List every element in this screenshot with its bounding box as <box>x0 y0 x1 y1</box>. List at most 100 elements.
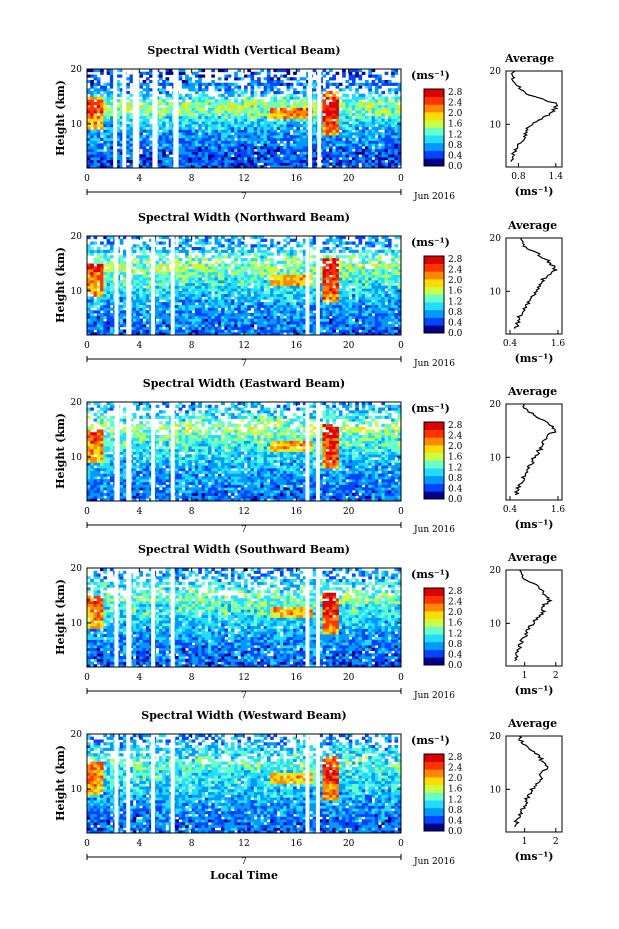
heatmap-cell <box>283 107 287 111</box>
heatmap-cell <box>211 296 215 300</box>
heatmap-cell <box>293 71 297 75</box>
heatmap-cell <box>397 126 401 130</box>
heatmap-cell <box>302 99 307 103</box>
heatmap-cell <box>266 69 271 73</box>
heatmap-cell <box>145 332 150 335</box>
heatmap-cell <box>381 118 386 122</box>
heatmap-cell <box>230 157 235 161</box>
heatmap-cell <box>253 110 258 114</box>
heatmap-cell <box>214 288 219 292</box>
heatmap-cell <box>116 85 121 89</box>
heatmap-cell <box>250 74 255 78</box>
heatmap-cell <box>276 299 281 303</box>
heatmap-cell <box>283 148 287 152</box>
heatmap-cell <box>93 304 98 308</box>
heatmap-cell <box>230 293 235 297</box>
heatmap-cell <box>244 332 248 335</box>
heatmap-cell <box>136 326 140 330</box>
heatmap-cell <box>230 238 235 242</box>
heatmap-cell <box>211 324 215 328</box>
heatmap-cell <box>214 291 219 295</box>
heatmap-cell <box>224 274 229 278</box>
heatmap-cell <box>106 135 111 139</box>
heatmap-cell <box>109 102 114 106</box>
heatmap-cell <box>371 80 376 84</box>
heatmap-cell <box>374 85 379 89</box>
heatmap-cell <box>368 154 372 158</box>
heatmap-cell <box>116 115 121 119</box>
heatmap-cell <box>332 159 336 163</box>
heatmap-cell <box>250 151 255 155</box>
heatmap-cell <box>93 91 98 95</box>
heatmap-cell <box>204 159 209 163</box>
heatmap-cell <box>247 302 251 306</box>
heatmap-cell <box>96 148 101 152</box>
heatmap-cell <box>237 296 242 300</box>
heatmap-cell <box>260 159 265 163</box>
heatmap-cell <box>276 157 281 161</box>
heatmap-cell <box>194 304 199 308</box>
heatmap-cell <box>260 255 265 259</box>
heatmap-cell <box>394 96 399 100</box>
heatmap-cell <box>224 85 229 89</box>
heatmap-cell <box>103 324 108 328</box>
heatmap-cell <box>96 274 101 278</box>
heatmap-cell <box>244 296 248 300</box>
heatmap-cell <box>244 165 248 168</box>
heatmap-cell <box>175 288 179 292</box>
heatmap-cell <box>361 157 366 161</box>
heatmap-cell <box>273 266 278 270</box>
heatmap-cell <box>122 318 127 322</box>
heatmap-cell <box>149 102 153 106</box>
heatmap-cell <box>293 288 297 292</box>
heatmap-cell <box>329 154 333 158</box>
heatmap-cell <box>119 82 124 86</box>
heatmap-cell <box>96 82 101 86</box>
heatmap-cell <box>100 85 104 89</box>
heatmap-cell <box>270 107 274 111</box>
heatmap-cell <box>188 159 193 163</box>
heatmap-cell <box>263 296 268 300</box>
heatmap-cell <box>208 277 212 281</box>
heatmap-cell <box>244 307 248 311</box>
heatmap-cell <box>185 269 189 273</box>
heatmap-cell <box>342 74 346 78</box>
heatmap-cell <box>237 135 242 139</box>
heatmap-cell <box>208 313 212 317</box>
heatmap-cell <box>87 252 91 256</box>
heatmap-cell <box>90 249 94 253</box>
heatmap-cell <box>142 157 147 161</box>
heatmap-cell <box>188 143 193 147</box>
heatmap-cell <box>270 124 274 128</box>
heatmap-cell <box>257 313 261 317</box>
heatmap-cell <box>244 269 248 273</box>
panel-title: Spectral Width (Northward Beam) <box>138 211 350 224</box>
heatmap-cell <box>329 143 333 147</box>
heatmap-cell <box>332 162 336 166</box>
heatmap-cell <box>266 126 271 130</box>
heatmap-cell <box>194 74 199 78</box>
heatmap-cell <box>257 288 261 292</box>
heatmap-cell <box>145 293 150 297</box>
heatmap-cell <box>100 315 104 319</box>
heatmap-cell <box>371 102 376 106</box>
heatmap-cell <box>276 310 281 314</box>
heatmap-cell <box>162 241 166 245</box>
heatmap-cell <box>90 124 94 128</box>
heatmap-cell <box>162 310 166 314</box>
heatmap-cell <box>208 115 212 119</box>
heatmap-cell <box>103 293 108 297</box>
heatmap-cell <box>224 113 229 117</box>
heatmap-cell <box>198 282 202 286</box>
heatmap-cell <box>338 148 343 152</box>
heatmap-cell <box>355 140 359 144</box>
heatmap-cell <box>355 88 359 92</box>
heatmap-cell <box>90 313 94 317</box>
heatmap-cell <box>181 269 186 273</box>
heatmap-cell <box>355 115 359 119</box>
heatmap-cell <box>217 315 222 319</box>
heatmap-cell <box>296 154 300 158</box>
heatmap-cell <box>201 74 206 78</box>
heatmap-cell <box>240 102 245 106</box>
heatmap-cell <box>325 82 330 86</box>
